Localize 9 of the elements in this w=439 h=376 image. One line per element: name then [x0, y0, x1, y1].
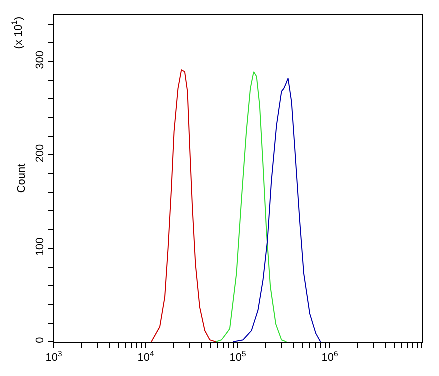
x-tick-label: 10$^{4}$: [138, 350, 155, 364]
y-tick-label: 0: [34, 337, 47, 344]
y-tick-label: 200: [34, 144, 47, 163]
x-tick-label: 10$^{5}$: [230, 350, 246, 364]
y-tick-label: 300: [34, 50, 47, 70]
x-tick-label: 10$^{3}$: [46, 350, 62, 364]
x-tick-label: 10$^{6}$: [322, 350, 338, 364]
y-axis-title: Count: [16, 164, 28, 194]
y-tick-label: 100: [34, 238, 47, 256]
